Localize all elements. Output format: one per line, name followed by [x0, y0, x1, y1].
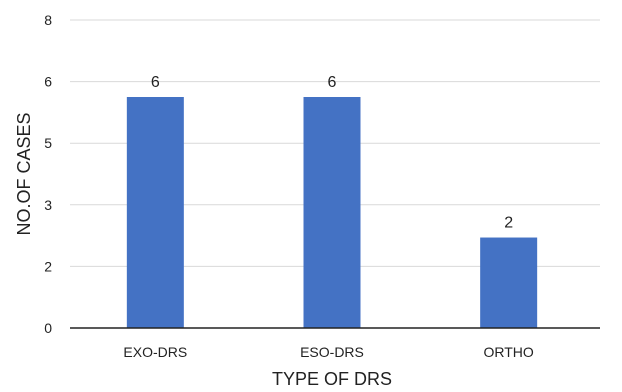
y-tick-label: 3: [44, 197, 52, 213]
data-label: 6: [328, 74, 337, 91]
x-tick-label: EXO-DRS: [123, 344, 187, 360]
data-label: 6: [151, 74, 160, 91]
bars: [126, 97, 538, 328]
y-tick-label: 8: [44, 12, 52, 28]
x-axis-title: TYPE OF DRS: [272, 369, 392, 389]
y-tick-label: 0: [44, 320, 52, 336]
x-tick-label: ESO-DRS: [300, 344, 364, 360]
y-tick-labels: 0 2 3 5 6 8: [44, 12, 52, 336]
data-label: 2: [504, 215, 513, 232]
y-tick-label: 2: [44, 258, 52, 274]
x-tick-label: ORTHO: [484, 344, 534, 360]
y-tick-label: 6: [44, 74, 52, 90]
data-labels: 6 6 2: [151, 74, 513, 232]
bar-eso-drs: [303, 97, 361, 328]
bar-ortho: [480, 237, 538, 328]
bar-exo-drs: [126, 97, 184, 328]
y-axis-title: NO.OF CASES: [14, 112, 34, 235]
x-tick-labels: EXO-DRS ESO-DRS ORTHO: [123, 344, 533, 360]
y-tick-label: 5: [44, 135, 52, 151]
